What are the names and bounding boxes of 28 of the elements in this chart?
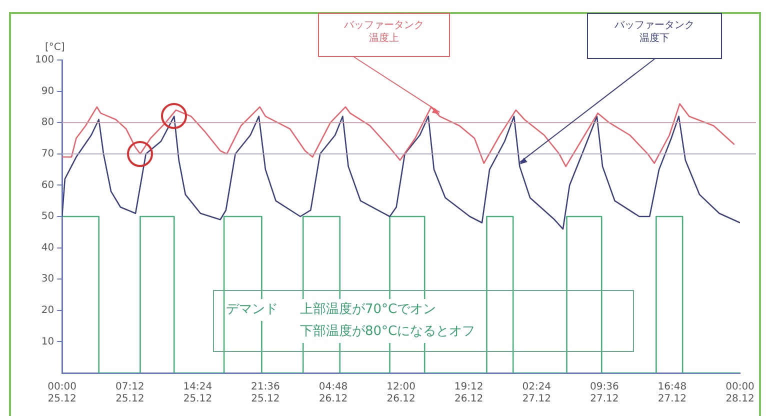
annotation: 下部温度が80°Cになるとオフ <box>300 321 476 343</box>
x-tick-label: 04:48 26.12 <box>318 382 348 405</box>
x-tick-label: 12:00 26.12 <box>386 382 416 405</box>
text: バッファータンク温度下 <box>614 19 696 45</box>
annotation: デマンド <box>226 299 278 321</box>
y-tick-label: 70 <box>41 148 54 160</box>
y-tick-label: 30 <box>41 274 54 285</box>
text: バッファータンク温度上 <box>343 19 425 45</box>
note-box: デマンド 上部温度が70°Cでオン 下部温度が80°Cになるとオフ <box>213 290 634 352</box>
x-tick-label: 21:36 25.12 <box>251 382 280 405</box>
y-tick-label: 40 <box>41 242 54 254</box>
x-tick-label: 00:00 25.12 <box>48 382 76 405</box>
x-tick-label: 16:48 27.12 <box>658 382 687 405</box>
x-tick-label: 19:12 26.12 <box>454 382 484 405</box>
x-tick-label: 02:24 27.12 <box>522 382 552 405</box>
x-tick-label: 07:12 25.12 <box>115 382 144 405</box>
x-tick-label: 00:00 28.12 <box>726 382 754 405</box>
y-tick-label: 60 <box>41 180 54 191</box>
x-tick-label: 09:36 27.12 <box>590 382 619 405</box>
y-tick-label: 90 <box>41 86 54 97</box>
annotation: 上部温度が70°Cでオン <box>300 299 436 321</box>
y-tick-label: 80 <box>41 117 54 128</box>
y-tick-label: 50 <box>41 211 54 222</box>
y-tick-label: 10 <box>41 336 54 348</box>
y-tick-label: 100 <box>34 54 54 66</box>
x-tick-label: 14:24 25.12 <box>183 382 212 405</box>
y-tick-label: 20 <box>41 304 54 316</box>
y-axis-title: [°C] <box>45 42 65 53</box>
